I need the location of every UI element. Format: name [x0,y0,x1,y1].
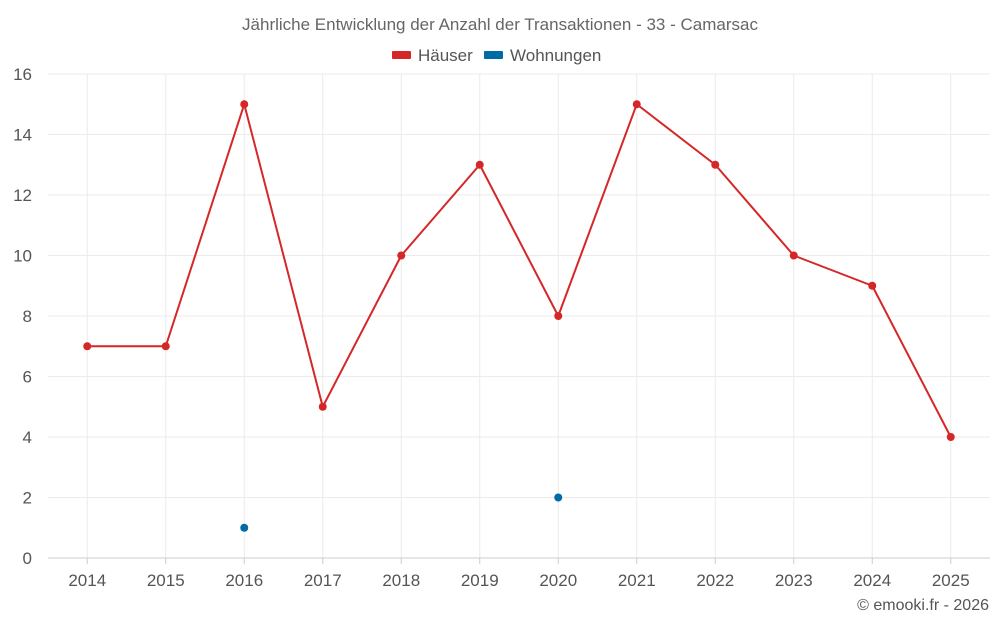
data-point-haeuser-2025[interactable] [946,433,955,441]
data-point-wohnungen-2020[interactable] [554,493,563,502]
y-tick-label: 0 [23,549,32,568]
x-tick-label: 2020 [539,571,577,590]
y-tick-label: 4 [23,428,32,447]
data-point-haeuser-2020[interactable] [554,312,563,320]
y-tick-label: 14 [13,126,32,145]
x-tick-label: 2019 [461,571,499,590]
data-point-haeuser-2014[interactable] [83,342,92,351]
x-tick-label: 2014 [68,571,106,590]
legend-label-haeuser: Häuser [418,46,473,65]
grid [48,73,990,558]
data-point-haeuser-2024[interactable] [868,281,877,290]
series-layer [83,100,955,532]
credit-text: © emooki.fr - 2026 [857,597,989,614]
chart-title: Jährliche Entwicklung der Anzahl der Tra… [242,15,758,34]
data-point-haeuser-2023[interactable] [789,251,798,260]
data-point-haeuser-2021[interactable] [632,100,641,109]
y-tick-label: 8 [23,307,32,326]
x-tick-label: 2021 [618,571,656,590]
data-point-haeuser-2019[interactable] [475,160,484,169]
legend-label-wohnungen: Wohnungen [510,46,601,65]
y-tick-label: 6 [23,368,32,387]
y-tick-label: 16 [13,65,32,84]
x-tick-label: 2017 [304,571,342,590]
series-line-haeuser [87,103,952,438]
x-tick-label: 2025 [932,571,970,590]
legend: Häuser Wohnungen [392,46,601,65]
x-tick-label: 2018 [382,571,420,590]
data-point-haeuser-2018[interactable] [397,251,406,260]
x-tick-label: 2016 [225,571,263,590]
y-tick-label: 10 [13,247,32,266]
legend-item-haeuser[interactable]: Häuser [392,46,473,65]
data-point-haeuser-2016[interactable] [240,100,249,109]
axes: 0 2 4 6 8 10 12 14 16 2014 2015 2016 2017 2018 2019 202… [13,65,990,590]
data-point-haeuser-2017[interactable] [318,402,327,411]
x-tick-label: 2023 [775,571,813,590]
data-point-haeuser-2022[interactable] [711,160,720,169]
data-point-wohnungen-2016[interactable] [240,523,249,532]
y-tick-label: 2 [23,489,32,508]
x-tick-label: 2015 [147,571,185,590]
x-tick-label: 2024 [853,571,891,590]
legend-item-wohnungen[interactable]: Wohnungen [484,46,601,65]
data-point-haeuser-2015[interactable] [161,342,170,351]
x-tick-label: 2022 [696,571,734,590]
legend-swatch-haeuser [392,51,411,59]
y-tick-label: 12 [13,186,32,205]
legend-swatch-wohnungen [484,51,503,59]
